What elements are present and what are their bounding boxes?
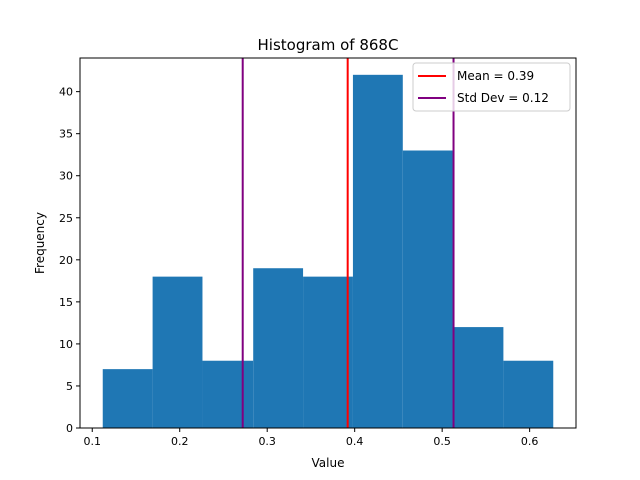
- y-tick-label-3: 15: [59, 296, 73, 309]
- x-tick-label-3: 0.4: [346, 435, 364, 448]
- histogram-bar-6: [402, 150, 453, 428]
- histogram-bar-3: [253, 268, 304, 428]
- y-axis-label: Frequency: [33, 212, 47, 274]
- y-axis-ticks: 0 5 10 15 20 25 30 35 40: [59, 86, 80, 435]
- x-axis-ticks: 0.1 0.2 0.3 0.4 0.5 0.6: [83, 428, 538, 448]
- histogram-bar-8: [503, 360, 554, 428]
- x-tick-label-4: 0.5: [433, 435, 451, 448]
- plot-area-frame: [79, 57, 577, 429]
- y-tick-label-2: 10: [59, 338, 73, 351]
- x-tick-label-5: 0.6: [521, 435, 539, 448]
- histogram-bar-1: [152, 276, 203, 428]
- legend-box: [412, 62, 571, 112]
- y-tick-label-8: 40: [59, 86, 73, 99]
- histogram-bar-7: [452, 327, 504, 428]
- histogram-bar-0: [102, 369, 153, 428]
- x-tick-label-0: 0.1: [83, 435, 101, 448]
- x-tick-label-1: 0.2: [171, 435, 189, 448]
- x-axis-label: Value: [312, 456, 345, 470]
- y-tick-label-6: 30: [59, 170, 73, 183]
- histogram-bar-4: [303, 276, 353, 428]
- histogram-bar-2: [202, 360, 254, 428]
- y-tick-label-0: 0: [66, 422, 73, 435]
- y-tick-label-1: 5: [66, 380, 73, 393]
- y-tick-label-4: 20: [59, 254, 73, 267]
- x-tick-label-2: 0.3: [258, 435, 276, 448]
- bars-group: [102, 74, 554, 429]
- vlines-group: [241, 58, 455, 428]
- legend-label-mean: Mean = 0.39: [457, 69, 534, 83]
- y-tick-label-7: 35: [59, 128, 73, 141]
- legend: Mean = 0.39 Std Dev = 0.12: [412, 62, 571, 112]
- chart-title: Histogram of 868C: [258, 36, 399, 54]
- histogram-bar-5: [352, 74, 403, 429]
- legend-label-std-dev: Std Dev = 0.12: [457, 91, 549, 105]
- y-tick-label-5: 25: [59, 212, 73, 225]
